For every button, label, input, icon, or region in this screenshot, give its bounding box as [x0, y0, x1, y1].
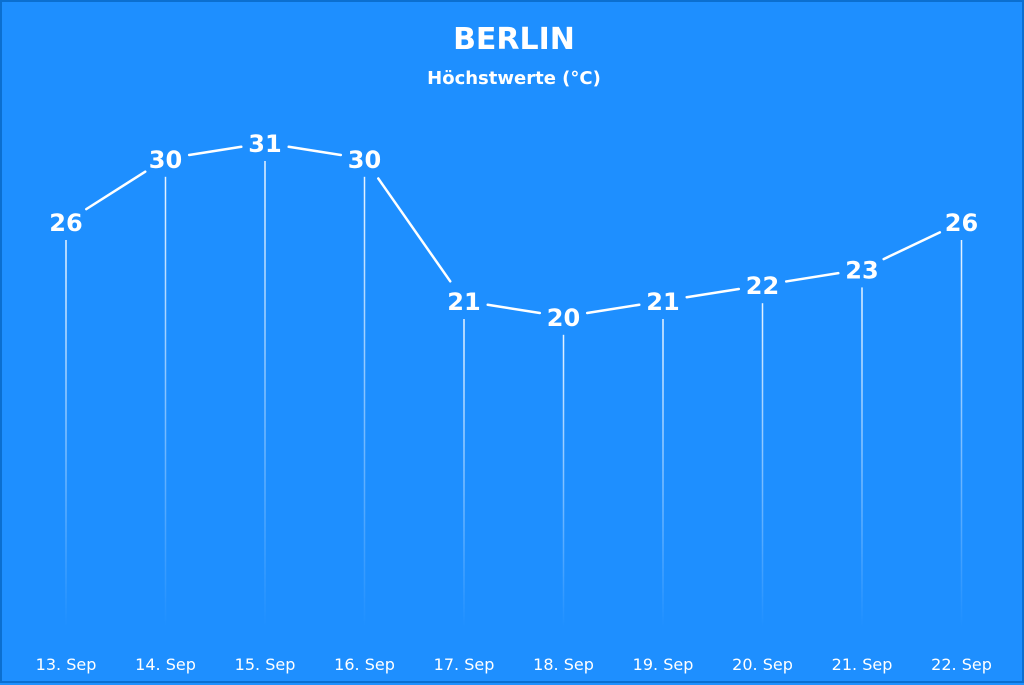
series-line-segment — [486, 303, 542, 315]
data-label: 30 — [348, 146, 381, 174]
data-label: 30 — [149, 146, 182, 174]
x-tick-label: 14. Sep — [135, 655, 196, 674]
data-label: 31 — [248, 130, 281, 158]
x-tick-label: 16. Sep — [334, 655, 395, 674]
drop-line — [960, 240, 963, 627]
x-axis-labels: 13. Sep 14. Sep 15. Sep 16. Sep 17. Sep 18. S… — [36, 655, 992, 674]
x-tick-label: 17. Sep — [434, 655, 495, 674]
x-tick-label: 22. Sep — [931, 655, 992, 674]
series-line-segment — [685, 287, 741, 299]
drop-line — [662, 319, 664, 627]
data-label: 21 — [646, 288, 679, 316]
series-line-segment — [784, 271, 840, 283]
chart-subtitle: Höchstwerte (°C) — [427, 68, 601, 89]
x-tick-label: 19. Sep — [633, 655, 694, 674]
series-line-segment — [187, 145, 243, 157]
data-label: 20 — [547, 304, 580, 332]
series-line-group — [85, 145, 942, 315]
x-tick-label: 21. Sep — [832, 655, 893, 674]
series-line-segment — [85, 170, 147, 211]
data-label: 21 — [447, 288, 480, 316]
drop-line — [761, 303, 764, 627]
data-label: 23 — [845, 256, 878, 284]
drop-lines — [65, 161, 963, 628]
drop-line — [463, 319, 465, 627]
value-labels: 26 30 31 30 21 20 21 22 23 26 — [49, 130, 978, 332]
series-line-segment — [882, 231, 942, 261]
chart-title: BERLIN — [453, 22, 575, 57]
x-tick-label: 15. Sep — [235, 655, 296, 674]
drop-line — [861, 287, 863, 627]
drop-line — [164, 176, 167, 628]
x-tick-label: 18. Sep — [533, 655, 594, 674]
series-line-segment — [585, 303, 641, 315]
x-tick-label: 20. Sep — [732, 655, 793, 674]
drop-line — [562, 334, 565, 627]
data-label: 26 — [945, 209, 978, 237]
drop-line — [264, 161, 266, 627]
data-label: 22 — [746, 272, 779, 300]
x-tick-label: 13. Sep — [36, 655, 97, 674]
series-line-segment — [377, 177, 452, 283]
drop-line — [65, 240, 67, 627]
drop-line — [363, 176, 366, 628]
series-line-segment — [287, 145, 343, 157]
data-label: 26 — [49, 209, 82, 237]
